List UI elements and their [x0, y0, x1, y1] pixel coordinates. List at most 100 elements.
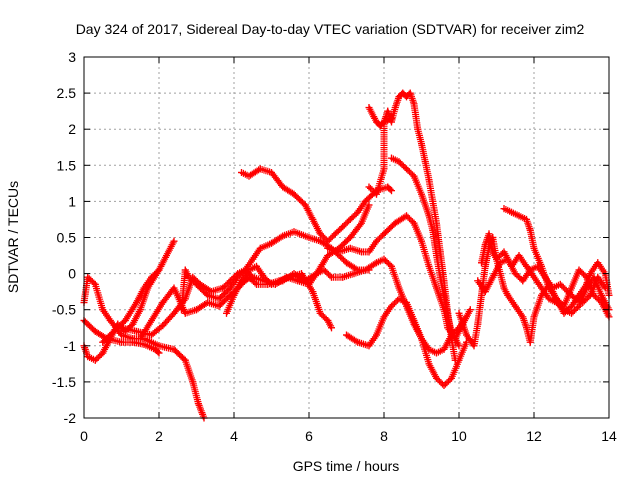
data-point — [136, 335, 144, 343]
data-point — [346, 244, 354, 252]
x-tick-label: 10 — [451, 428, 467, 444]
data-point — [418, 140, 425, 148]
data-point — [328, 324, 335, 332]
data-point — [496, 259, 504, 267]
data-point — [194, 400, 202, 408]
data-point — [583, 280, 590, 288]
data-point — [283, 273, 290, 281]
data-point — [380, 230, 388, 238]
data-point — [343, 331, 350, 339]
data-point — [538, 284, 545, 292]
x-axis-title: GPS time / hours — [293, 458, 400, 474]
data-point — [170, 345, 178, 353]
data-point — [305, 234, 313, 241]
data-point — [365, 104, 373, 112]
data-point — [384, 107, 392, 115]
data-point — [91, 280, 99, 288]
y-tick-label: 1.5 — [57, 157, 77, 173]
series-s15 — [365, 104, 395, 130]
x-tick-label: 12 — [526, 428, 542, 444]
data-point — [493, 255, 500, 263]
data-point — [568, 309, 575, 317]
data-point — [410, 100, 418, 108]
data-point — [470, 342, 478, 350]
data-point — [346, 215, 354, 223]
data-point — [489, 273, 497, 281]
data-point — [339, 223, 347, 231]
data-point — [418, 190, 425, 198]
data-point — [151, 345, 159, 353]
data-point — [556, 280, 564, 288]
data-point — [440, 291, 448, 299]
data-point — [129, 320, 137, 328]
data-point — [249, 273, 257, 281]
data-point — [511, 270, 519, 278]
y-tick-label: 2 — [68, 121, 76, 137]
y-axis-title: SDTVAR / TECUs — [5, 181, 21, 293]
data-point — [440, 345, 448, 353]
data-point — [373, 331, 380, 339]
data-point — [110, 327, 118, 335]
data-point — [155, 266, 163, 274]
data-point — [466, 306, 474, 314]
data-point — [181, 309, 189, 317]
y-tick-label: 1 — [68, 193, 76, 209]
data-point — [290, 228, 298, 236]
data-point — [181, 356, 189, 364]
series-s4 — [99, 266, 163, 346]
data-point — [579, 298, 587, 306]
y-tick-label: -0.5 — [52, 302, 76, 318]
data-point — [395, 295, 403, 303]
data-point — [406, 89, 414, 97]
data-point — [500, 248, 508, 256]
data-point — [193, 280, 200, 288]
data-point — [395, 284, 403, 292]
series-s19 — [474, 255, 609, 306]
data-point — [215, 295, 223, 303]
series-s13 — [365, 89, 459, 364]
data-point — [586, 291, 594, 299]
data-point — [594, 273, 602, 281]
data-point — [388, 114, 395, 122]
data-point — [571, 295, 579, 303]
data-point — [170, 237, 178, 245]
data-point — [350, 270, 358, 278]
data-point — [373, 190, 380, 198]
data-point — [324, 237, 332, 245]
data-point — [455, 309, 463, 317]
data-point — [294, 277, 302, 285]
x-tick-label: 2 — [155, 428, 163, 444]
data-point — [526, 338, 534, 346]
data-point — [433, 252, 440, 260]
data-point — [163, 252, 170, 260]
data-point — [99, 338, 107, 346]
data-point — [99, 349, 107, 357]
data-point — [185, 273, 193, 281]
data-point — [271, 280, 279, 288]
data-point — [279, 232, 287, 240]
data-point — [388, 302, 395, 310]
data-point — [178, 306, 185, 314]
tick-layer: -2 -1.5 -1 -0.5 0 0.5 1 1.5 2 2.5 3 0 2 4 6 8 10 12 14 — [52, 49, 617, 444]
data-point — [346, 234, 354, 241]
data-point — [376, 122, 384, 130]
data-point — [365, 201, 373, 209]
data-point — [481, 288, 489, 296]
data-point — [238, 169, 245, 177]
data-point — [148, 317, 155, 325]
data-point — [354, 208, 362, 216]
data-point — [403, 298, 410, 306]
data-point — [451, 356, 459, 364]
data-point — [530, 273, 538, 281]
data-point — [309, 215, 317, 223]
data-point — [444, 313, 452, 321]
data-point — [155, 342, 163, 350]
data-point — [523, 324, 530, 332]
data-point — [440, 382, 448, 390]
data-point — [474, 277, 482, 285]
data-point — [500, 205, 508, 213]
data-point — [260, 277, 268, 285]
y-tick-label: -1.5 — [52, 374, 76, 390]
y-tick-label: 3 — [68, 49, 76, 65]
data-point — [253, 262, 260, 270]
